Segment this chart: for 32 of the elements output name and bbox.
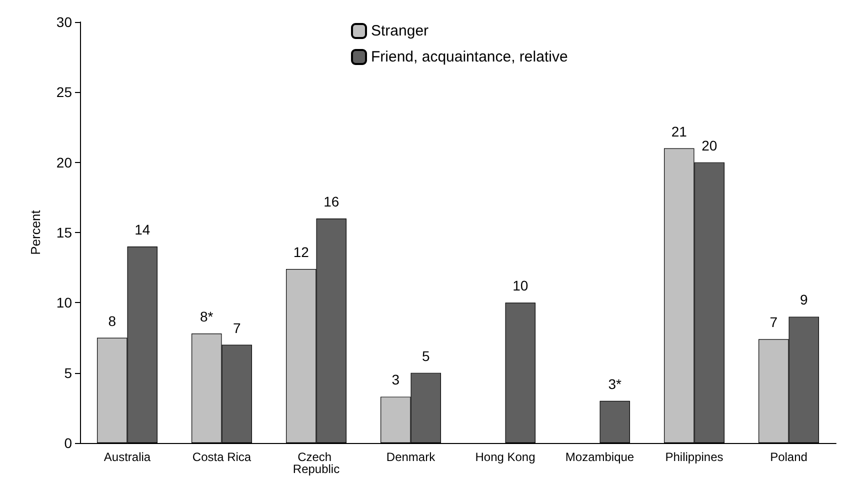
y-tick-label: 10: [56, 294, 72, 311]
y-tick-label: 20: [56, 154, 72, 170]
data-label: 8: [108, 312, 116, 329]
legend-label: Friend, acquaintance, relative: [371, 48, 568, 66]
data-label: 7: [770, 314, 778, 330]
data-label: 7: [232, 320, 241, 336]
data-label: 8*: [200, 308, 214, 325]
data-label: 10: [512, 278, 528, 294]
x-tick-label: Poland: [770, 450, 808, 464]
data-label: 14: [134, 222, 150, 238]
y-tick-label: 25: [56, 84, 72, 100]
y-tick-label: 30: [56, 14, 72, 30]
x-tick-label: Costa Rica: [192, 450, 252, 464]
y-axis-title: Percent: [28, 210, 43, 255]
data-label: 9: [800, 292, 808, 308]
x-tick-label: Australia: [104, 450, 151, 464]
y-tick-label: 0: [64, 435, 72, 451]
data-label: 16: [324, 193, 340, 210]
data-label: 12: [293, 244, 310, 260]
x-tick-label: Philippines: [665, 450, 724, 464]
y-tick-label: 5: [64, 364, 72, 381]
x-tick-label: Hong Kong: [475, 450, 536, 464]
data-label: 20: [702, 137, 718, 154]
legend-label: Stranger: [371, 22, 429, 40]
y-tick-label: 15: [56, 224, 72, 240]
data-label: 3: [392, 372, 400, 388]
x-tick-label: Mozambique: [565, 450, 634, 464]
data-label: 5: [422, 348, 430, 364]
x-tick-label: Denmark: [386, 450, 436, 464]
x-tick-label: Czech Republic: [292, 450, 340, 476]
data-label: 21: [671, 123, 688, 140]
data-label: 3*: [608, 376, 622, 392]
